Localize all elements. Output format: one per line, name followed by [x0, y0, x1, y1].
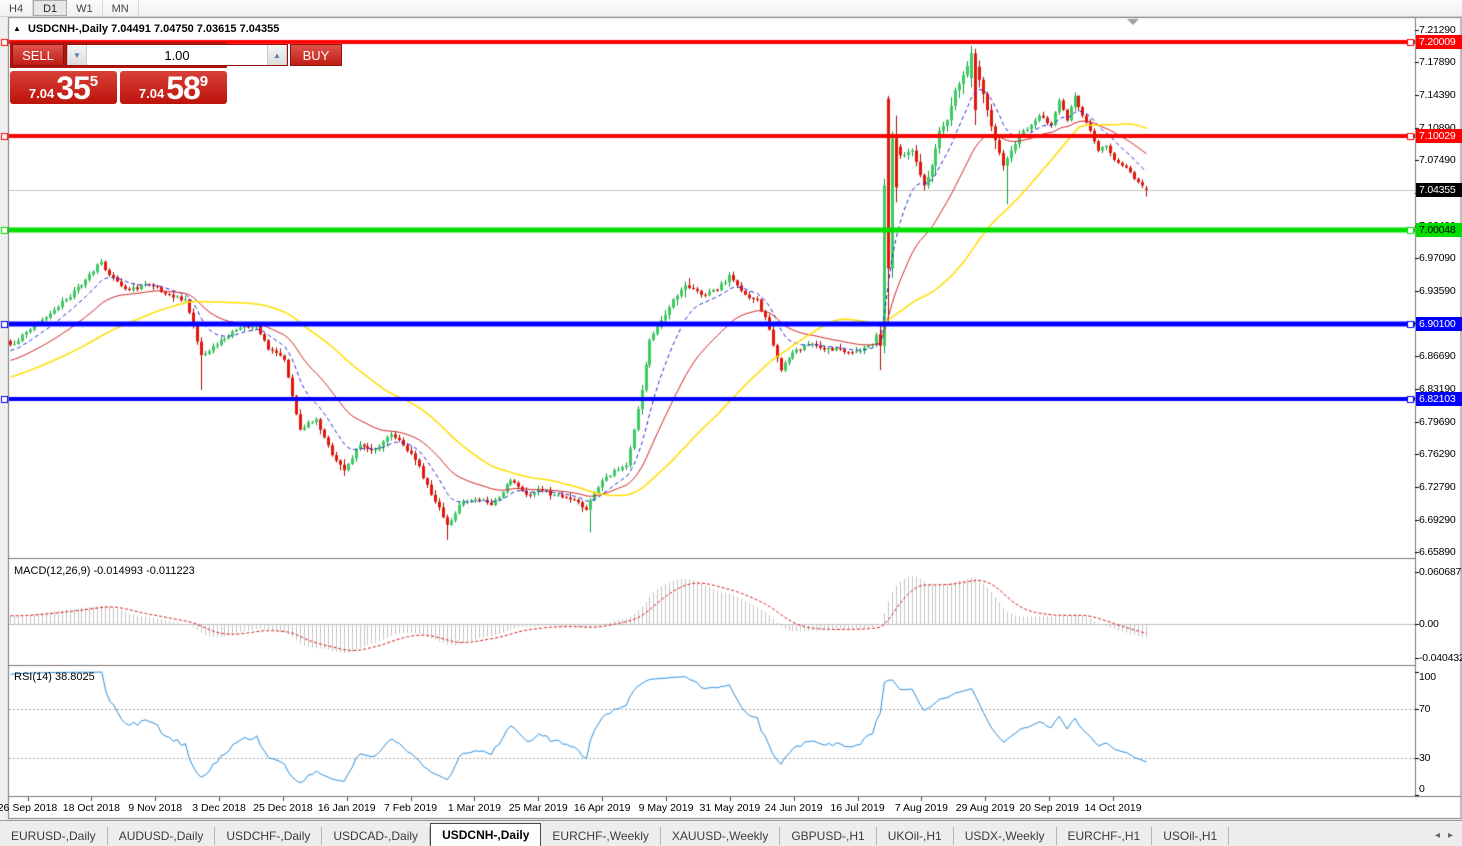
price-tick-label: 7.07490 [1419, 154, 1456, 167]
date-tick-label: 1 Mar 2019 [447, 802, 501, 814]
date-tick-label: 9 Nov 2018 [128, 802, 183, 814]
sell-button[interactable]: SELL [12, 44, 64, 66]
chart-tab-usdx-weekly[interactable]: USDX-,Weekly [954, 827, 1057, 845]
date-tick-label: 31 May 2019 [699, 802, 761, 814]
macd-tick-label: -0.040432 [1419, 652, 1462, 665]
chart-tab-eurchf-weekly[interactable]: EURCHF-,Weekly [541, 827, 661, 845]
chart-tab-audusd-daily[interactable]: AUDUSD-,Daily [108, 827, 216, 845]
price-tick-label: 6.76290 [1419, 448, 1456, 461]
sell-price-small: 7.04 [28, 86, 55, 101]
price-level-badge: 7.00048 [1416, 223, 1462, 238]
chart-tab-usdcad-daily[interactable]: USDCAD-,Daily [322, 827, 431, 845]
price-tick-label: 6.86690 [1419, 350, 1456, 363]
chart-tab-usoil-h1[interactable]: USOil-,H1 [1152, 827, 1230, 845]
date-tick-label: 25 Dec 2018 [253, 802, 313, 814]
date-tick-label: 9 May 2019 [638, 802, 694, 814]
tabs-scroll-left-icon[interactable]: ◂ [1434, 830, 1440, 841]
timeframe-button-h4[interactable]: H4 [0, 0, 34, 16]
date-tick-label: 3 Dec 2018 [192, 802, 246, 814]
chart-tab-usdcnh-daily[interactable]: USDCNH-,Daily [430, 823, 542, 846]
sell-price-display[interactable]: 7.04 35 5 [10, 71, 117, 104]
trade-prices-row: 7.04 35 5 7.04 58 9 [10, 71, 227, 104]
timeframe-button-mn[interactable]: MN [103, 0, 139, 16]
rsi-label: RSI(14) 38.8025 [14, 671, 95, 683]
volume-input[interactable] [87, 45, 267, 65]
date-tick-label: 20 Sep 2019 [1019, 802, 1079, 814]
collapse-trade-panel-icon[interactable]: ▲ [13, 24, 21, 33]
price-level-badge: 7.20009 [1416, 34, 1462, 49]
volume-decrease-icon[interactable]: ▼ [67, 45, 87, 65]
volume-increase-icon[interactable]: ▲ [267, 45, 287, 65]
price-level-badge: 6.82103 [1416, 392, 1462, 407]
timeframe-button-w1[interactable]: W1 [67, 0, 103, 16]
trade-controls-row: SELL ▼ ▲ BUY [10, 42, 342, 68]
price-tick-label: 7.21290 [1419, 23, 1456, 36]
date-tick-label: 16 Jan 2019 [317, 802, 376, 814]
chart-tab-xauusd-weekly[interactable]: XAUUSD-,Weekly [661, 827, 781, 845]
chart-title: ▲ USDCNH-,Daily 7.04491 7.04750 7.03615 … [13, 23, 279, 35]
date-tick-label: 7 Aug 2019 [894, 802, 948, 814]
price-tick-label: 7.17890 [1419, 55, 1456, 68]
date-tick-label: 29 Aug 2019 [955, 802, 1015, 814]
rsi-tick-label: 0 [1419, 783, 1425, 795]
price-level-badge: 7.04355 [1416, 182, 1462, 197]
sell-price-big: 35 [56, 70, 91, 106]
chart-ohlc-values: 7.04491 7.04750 7.03615 7.04355 [111, 23, 280, 35]
chart-tab-eurchf-h1[interactable]: EURCHF-,H1 [1057, 827, 1153, 845]
date-tick-label: 25 Mar 2019 [508, 802, 568, 814]
rsi-tick-label: 30 [1419, 752, 1431, 765]
timeframe-toolbar: H4 D1 W1 MN [0, 0, 1462, 17]
chart-tab-gbpusd-h1[interactable]: GBPUSD-,H1 [780, 827, 877, 845]
macd-label: MACD(12,26,9) -0.014993 -0.011223 [14, 565, 195, 577]
chart-tab-eurusd-daily[interactable]: EURUSD-,Daily [0, 827, 108, 845]
chart-tabs: EURUSD-,Daily AUDUSD-,Daily USDCHF-,Daily U… [0, 823, 1230, 846]
macd-tick-label: 0.060687 [1419, 566, 1462, 579]
chart-tab-bar: EURUSD-,Daily AUDUSD-,Daily USDCHF-,Daily U… [0, 820, 1462, 846]
date-tick-label: 7 Feb 2019 [384, 802, 438, 814]
price-tick-label: 6.65890 [1419, 546, 1456, 559]
price-tick-label: 7.14390 [1419, 88, 1456, 101]
tabs-scroll-right-icon[interactable]: ▸ [1447, 830, 1453, 841]
date-tick-label: 16 Apr 2019 [573, 802, 631, 814]
buy-price-display[interactable]: 7.04 58 9 [120, 71, 227, 104]
chart-symbol-period: USDCNH-,Daily [27, 23, 109, 35]
date-tick-label: 16 Jul 2019 [830, 802, 885, 814]
volume-spinner: ▼ ▲ [66, 44, 288, 66]
price-tick-label: 6.72790 [1419, 481, 1456, 494]
chart-tab-ukoil-h1[interactable]: UKOil-,H1 [877, 827, 954, 845]
date-tick-label: 18 Oct 2018 [62, 802, 120, 814]
price-tick-label: 6.83190 [1419, 383, 1456, 396]
sell-price-sup: 5 [89, 73, 99, 90]
chart-tab-usdchf-daily[interactable]: USDCHF-,Daily [215, 827, 323, 845]
price-tick-label: 6.93590 [1419, 285, 1456, 298]
price-tick-label: 6.69290 [1419, 514, 1456, 527]
rsi-tick-label: 70 [1419, 702, 1431, 715]
date-tick-label: 24 Jun 2019 [764, 802, 823, 814]
date-tick-label: 14 Oct 2019 [1084, 802, 1142, 814]
buy-price-big: 58 [166, 70, 201, 106]
date-tick-label: 26 Sep 2018 [0, 802, 58, 814]
buy-price-small: 7.04 [138, 86, 165, 101]
price-level-badge: 6.90100 [1416, 317, 1462, 331]
price-level-badge: 7.10029 [1416, 129, 1462, 144]
timeframe-button-d1[interactable]: D1 [33, 0, 68, 16]
tab-scroll-arrows: ◂ ▸ [1435, 830, 1462, 846]
price-tick-label: 6.97090 [1419, 252, 1456, 265]
rsi-tick-label: 100 [1419, 671, 1436, 683]
macd-tick-label: 0.00 [1419, 618, 1439, 630]
buy-price-sup: 9 [199, 73, 209, 90]
price-tick-label: 6.79690 [1419, 416, 1456, 429]
buy-button[interactable]: BUY [290, 44, 342, 66]
